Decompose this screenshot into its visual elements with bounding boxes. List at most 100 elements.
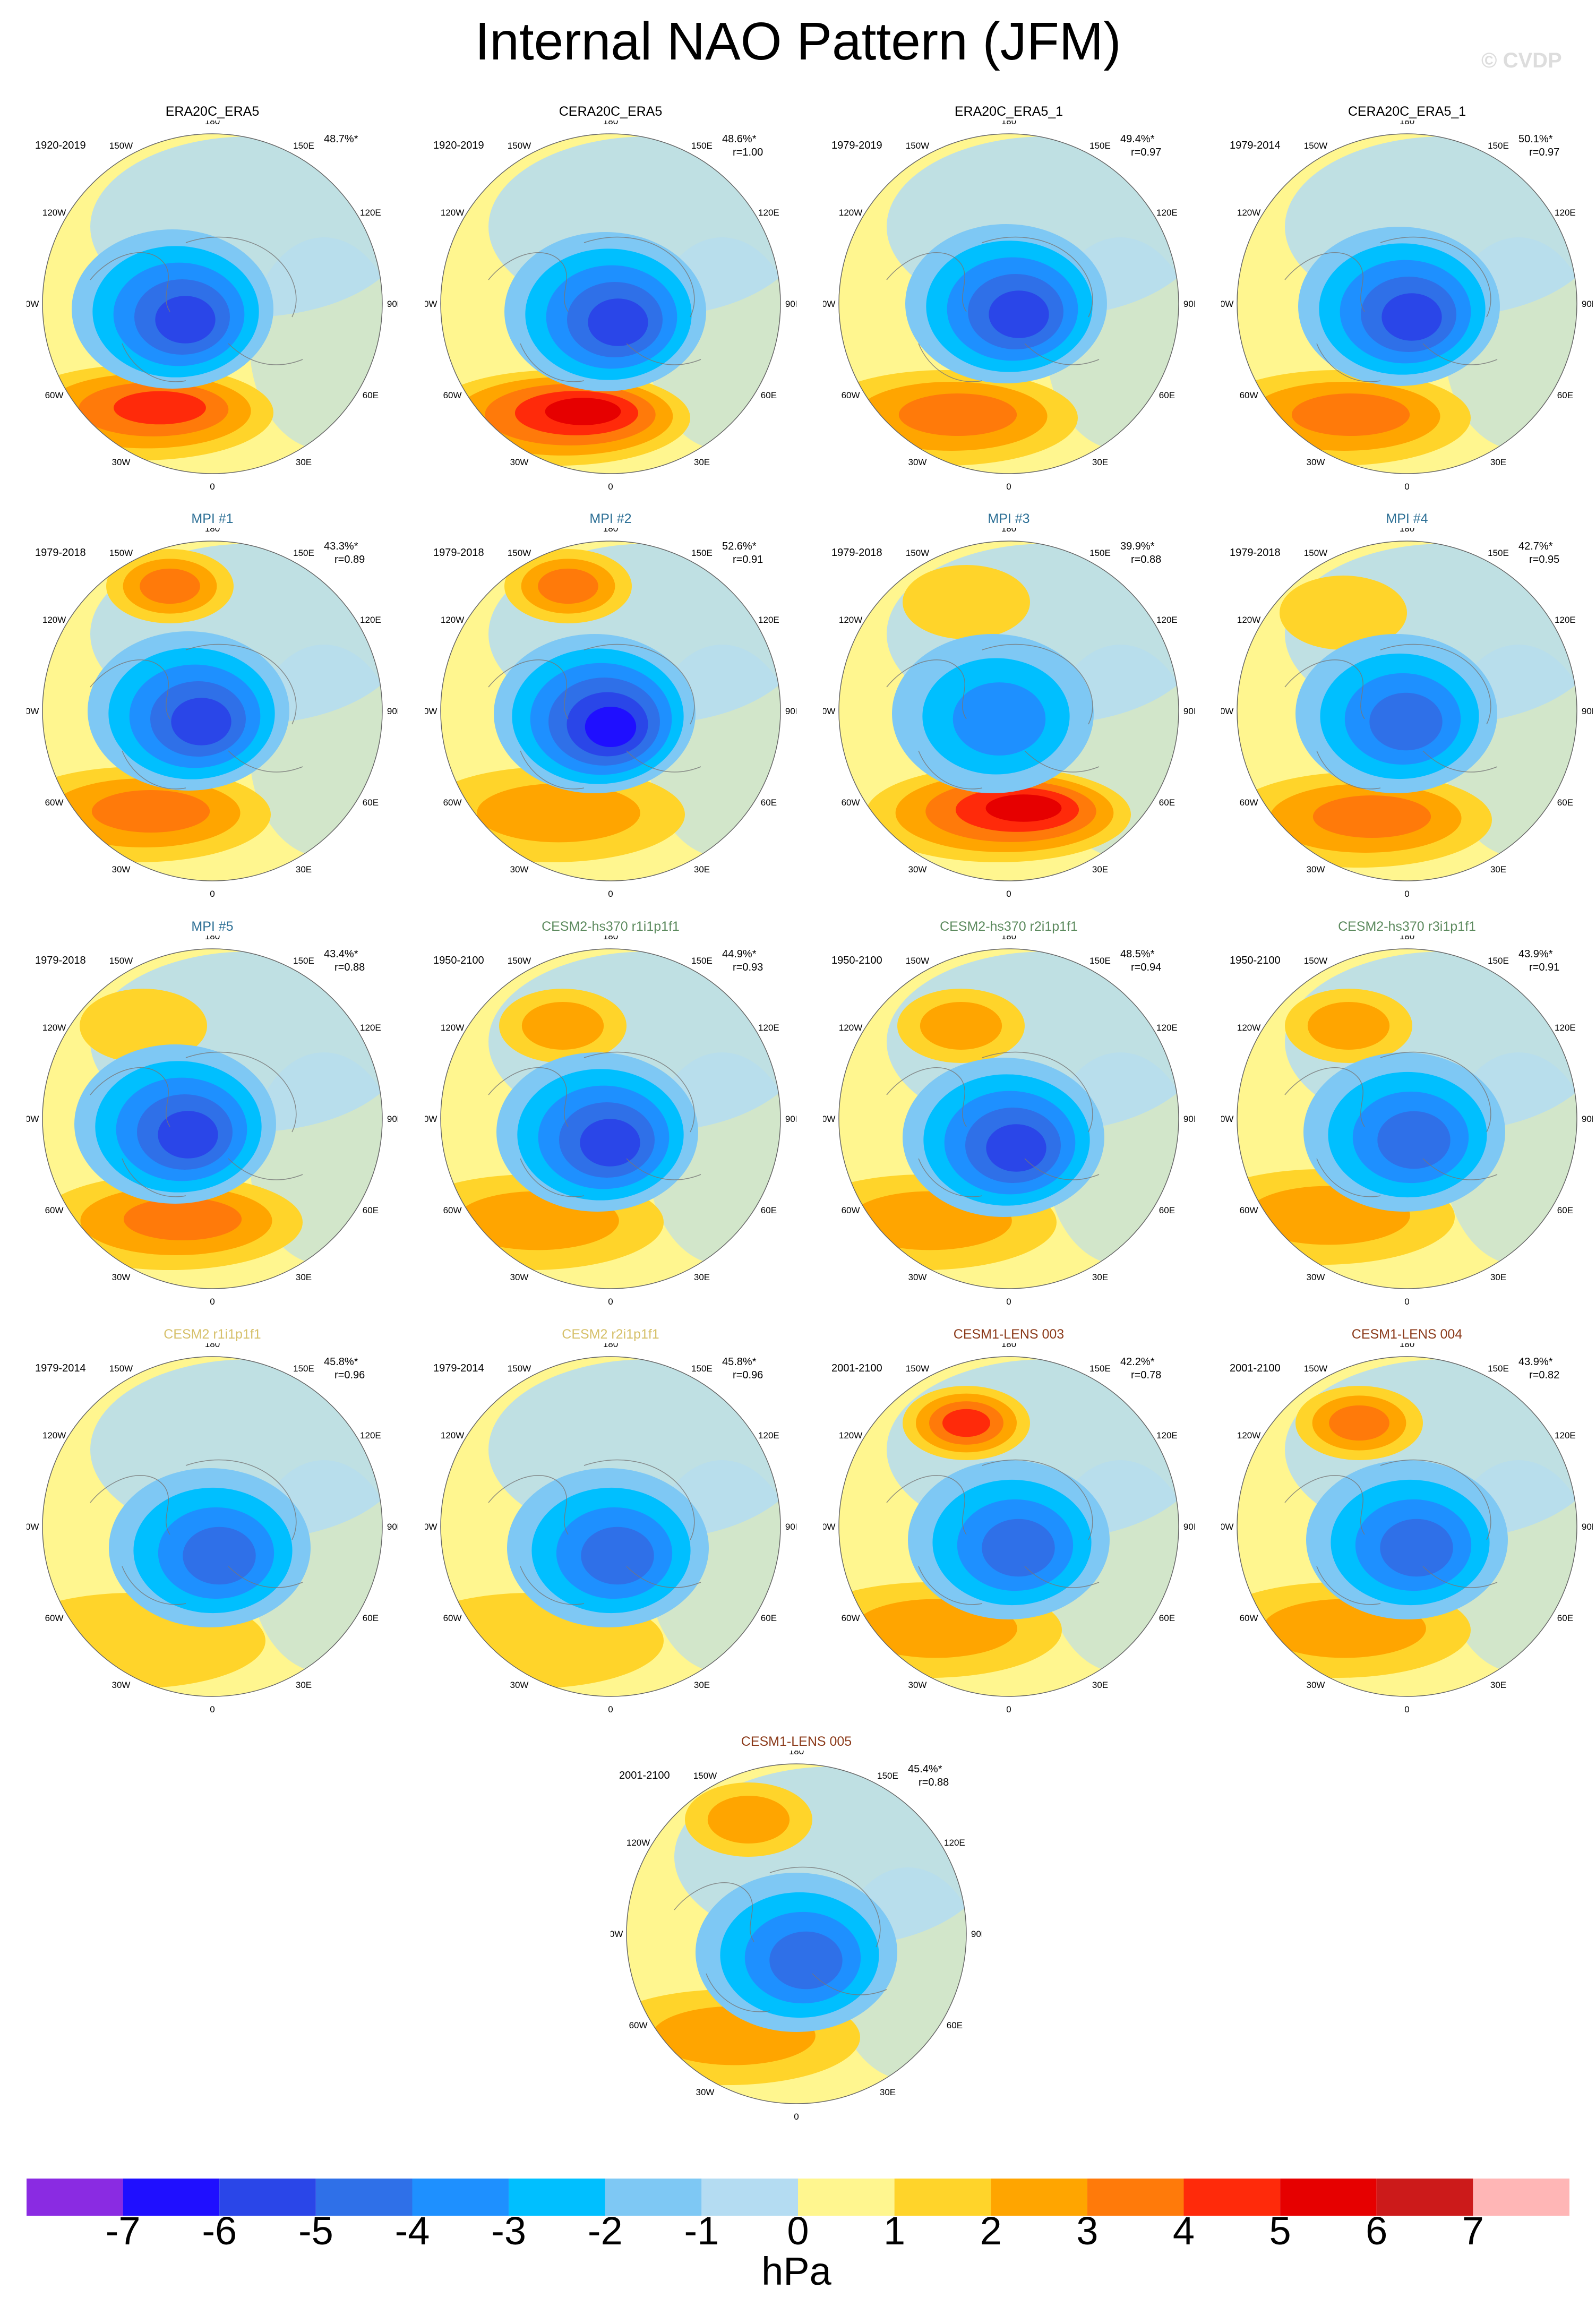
map-border <box>838 1356 1179 1697</box>
longitude-label: 0 <box>794 2112 799 2122</box>
panel-percent-variance: 44.9%* <box>722 948 757 960</box>
colorbar-tick-label: -2 <box>587 2209 623 2253</box>
longitude-label: 60E <box>1557 1205 1573 1215</box>
longitude-label: 90W <box>27 706 39 716</box>
longitude-label: 150E <box>1089 548 1111 558</box>
low-contour-5 <box>158 1111 218 1159</box>
longitude-label: 120W <box>839 1023 862 1033</box>
map-border <box>838 541 1179 881</box>
longitude-label: 60W <box>45 390 64 400</box>
longitude-label: 0 <box>210 1297 214 1307</box>
panel-title: CESM2 r2i1p1f1 <box>562 1327 659 1342</box>
longitude-label: 120E <box>1555 615 1576 625</box>
panel-percent-variance: 42.7%* <box>1518 541 1553 552</box>
low-contour-5 <box>580 1119 640 1167</box>
panel-pattern-correlation: r=0.91 <box>733 554 763 565</box>
longitude-label: 120E <box>758 208 779 218</box>
longitude-label: 120W <box>42 208 66 218</box>
longitude-label: 0 <box>210 1704 214 1714</box>
coastline <box>90 1459 303 1605</box>
panel-percent-variance: 43.9%* <box>1518 948 1553 960</box>
panel-period: 2001-2100 <box>1230 1362 1281 1374</box>
longitude-label: 120E <box>1156 615 1178 625</box>
panel-title: CESM1-LENS 005 <box>741 1734 852 1749</box>
polar-map: 180 150E 120E 90E 60E 30E 0 30W 60W 90W 120W 150W <box>425 1343 796 1714</box>
longitude-label: 0 <box>1006 889 1011 899</box>
panel-period: 1979-2018 <box>35 547 86 559</box>
panel-pattern-correlation: r=0.91 <box>1529 962 1560 973</box>
map-panel: CERA20C_ERA5_1 1979-2014 50.1%* r=0.97 180 15… <box>1221 104 1593 492</box>
longitude-label: 90E <box>971 1929 982 1939</box>
pacific-high-contour-3 <box>1329 1405 1389 1441</box>
longitude-label: 180 <box>603 528 618 534</box>
longitude-label: 150W <box>1304 548 1327 558</box>
longitude-label: 60E <box>761 390 777 400</box>
panel-pattern-correlation: r=0.78 <box>1131 1369 1162 1381</box>
panel-pattern-correlation: r=1.00 <box>733 147 763 158</box>
panel-period: 2001-2100 <box>831 1362 882 1374</box>
longitude-label: 0 <box>1006 1704 1011 1714</box>
longitude-label: 30E <box>1490 1272 1506 1282</box>
longitude-label: 120E <box>360 615 381 625</box>
longitude-label: 60W <box>1240 798 1258 808</box>
pacific-high-contour-2 <box>521 1002 604 1050</box>
pacific-high-contour-4 <box>942 1409 990 1437</box>
longitude-label: 120W <box>42 1023 66 1033</box>
low-contour-4 <box>1377 1111 1451 1169</box>
longitude-label: 30E <box>694 457 710 467</box>
longitude-label: 90E <box>1582 299 1593 309</box>
longitude-label: 150W <box>109 141 133 151</box>
map-panel: CESM2 r2i1p1f1 1979-2014 45.8%* r=0.96 180 15… <box>425 1326 796 1714</box>
map-border <box>626 1763 967 2104</box>
longitude-label: 150W <box>906 956 929 966</box>
longitude-label: 30W <box>908 1272 927 1282</box>
coastline <box>674 1866 887 2012</box>
map-panel: MPI #1 1979-2018 43.3%* r=0.89 180 150E 120E 90… <box>27 511 398 899</box>
longitude-label: 90E <box>1183 1522 1195 1532</box>
longitude-label: 150W <box>508 141 531 151</box>
longitude-label: 90W <box>27 1522 39 1532</box>
panel-percent-variance: 39.9%* <box>1120 541 1155 552</box>
high-contour-3 <box>898 393 1017 436</box>
longitude-label: 30E <box>296 864 312 874</box>
longitude-label: 120W <box>1237 208 1260 218</box>
longitude-label: 180 <box>1400 1343 1414 1349</box>
longitude-label: 90E <box>1582 1114 1593 1124</box>
panel-title: MPI #5 <box>191 919 234 934</box>
longitude-label: 0 <box>1404 1297 1409 1307</box>
polar-map: 180 150E 120E 90E 60E 30E 0 30W 60W 90W 120W 150W <box>823 936 1195 1307</box>
polar-map: 180 150E 120E 90E 60E 30E 0 30W 60W 90W 120W 150W <box>823 1343 1195 1714</box>
panel-period: 1979-2014 <box>1230 140 1281 151</box>
longitude-label: 90W <box>425 299 437 309</box>
longitude-label: 30E <box>1092 457 1108 467</box>
longitude-label: 120E <box>1156 208 1178 218</box>
colorbar-swatch <box>123 2179 220 2216</box>
longitude-label: 90W <box>823 1522 835 1532</box>
panel-title: MPI #2 <box>589 511 632 526</box>
longitude-label: 180 <box>603 1343 618 1349</box>
panel-period: 1979-2018 <box>831 547 882 559</box>
longitude-label: 120E <box>360 208 381 218</box>
longitude-label: 30E <box>296 457 312 467</box>
longitude-label: 120W <box>441 1023 464 1033</box>
colorbar-tick-label: 0 <box>787 2209 809 2253</box>
polar-map: 180 150E 120E 90E 60E 30E 0 30W 60W 90W 120W 150W <box>1221 528 1593 899</box>
panel-period: 1950-2100 <box>433 955 484 966</box>
longitude-label: 60E <box>1557 1613 1573 1623</box>
panel-percent-variance: 45.8%* <box>722 1356 757 1368</box>
longitude-label: 30W <box>696 2087 715 2097</box>
coastline <box>886 1051 1100 1197</box>
coastline <box>1284 236 1498 382</box>
longitude-label: 150W <box>508 1364 531 1374</box>
longitude-label: 150E <box>691 548 713 558</box>
longitude-label: 30E <box>1490 1680 1506 1690</box>
panel-percent-variance: 43.3%* <box>324 541 358 552</box>
longitude-label: 90E <box>785 706 796 716</box>
colorbar-tick-label: 5 <box>1269 2209 1291 2253</box>
low-contour-6 <box>585 706 637 748</box>
map-border <box>1237 541 1577 881</box>
longitude-label: 150E <box>1089 956 1111 966</box>
longitude-label: 60E <box>1159 1613 1175 1623</box>
longitude-label: 150E <box>1089 141 1111 151</box>
high-contour-5 <box>545 398 621 425</box>
